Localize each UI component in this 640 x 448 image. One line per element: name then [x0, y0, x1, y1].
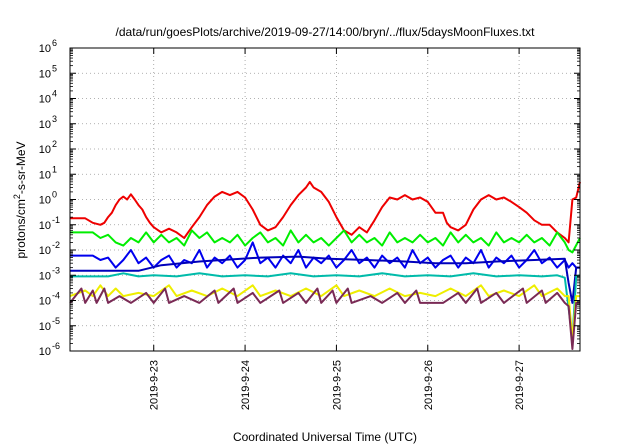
y-tick-label: 105 — [39, 63, 57, 80]
x-axis-label: Coordinated Universal Time (UTC) — [233, 430, 417, 444]
plot-frame — [69, 47, 581, 352]
series-lines — [69, 180, 581, 350]
series-line-2 — [70, 229, 581, 254]
x-tick-label: 2019-9-25 — [331, 360, 343, 410]
y-tick-label: 103 — [39, 114, 57, 131]
series-line-5 — [70, 272, 581, 340]
x-tick-label: 2019-9-26 — [423, 360, 435, 410]
x-tick-label: 2019-9-27 — [514, 360, 526, 410]
grid-lines — [70, 48, 580, 351]
x-tick-label: 2019-9-24 — [240, 360, 252, 410]
y-tick-label: 10-3 — [39, 265, 60, 282]
x-tick-label: 2019-9-23 — [149, 360, 161, 410]
y-tick-label: 10-6 — [39, 341, 60, 358]
series-line-1 — [70, 180, 581, 244]
chart-title: /data/run/goesPlots/archive/2019-09-27/1… — [116, 25, 536, 39]
y-tick-label: 104 — [39, 89, 57, 106]
y-tick-label: 100 — [39, 190, 57, 207]
series-line-4 — [70, 255, 580, 304]
y-axis-label: protons/cm2-s-sr-MeV — [12, 141, 28, 258]
y-tick-label: 10-4 — [39, 291, 60, 308]
y-tick-label: 106 — [39, 38, 57, 55]
y-tick-label: 10-2 — [39, 240, 60, 257]
series-line-3 — [70, 241, 580, 269]
x-axis-ticks: 2019-9-23 2019-9-24 2019-9-25 2019-9-26 2019… — [149, 48, 526, 410]
series-line-6 — [69, 284, 580, 340]
series-line-7 — [69, 287, 580, 350]
y-tick-label: 102 — [39, 139, 57, 156]
y-tick-label: 10-1 — [39, 215, 60, 232]
y-tick-label: 101 — [39, 164, 57, 181]
y-tick-label: 10-5 — [39, 316, 60, 333]
